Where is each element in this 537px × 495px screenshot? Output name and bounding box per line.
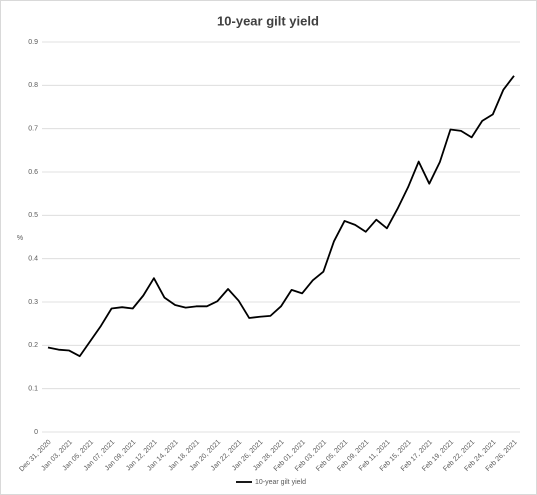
y-tick-label: 0.9 [28,39,38,46]
legend-label: 10-year gilt yield [255,479,306,486]
y-tick-label: 0.1 [28,386,38,393]
chart-title: 10-year gilt yield [217,13,319,28]
y-tick-label: 0.7 [28,126,38,133]
y-axis-label: % [17,235,23,242]
y-tick-label: 0.8 [28,82,38,89]
y-tick-label: 0.3 [28,299,38,306]
y-tick-label: 0.2 [28,342,38,349]
y-tick-label: 0.4 [28,256,38,263]
y-tick-label: 0.5 [28,212,38,219]
line-series [47,75,515,358]
y-tick-label: 0 [34,429,38,436]
y-tick-label: 0.6 [28,169,38,176]
